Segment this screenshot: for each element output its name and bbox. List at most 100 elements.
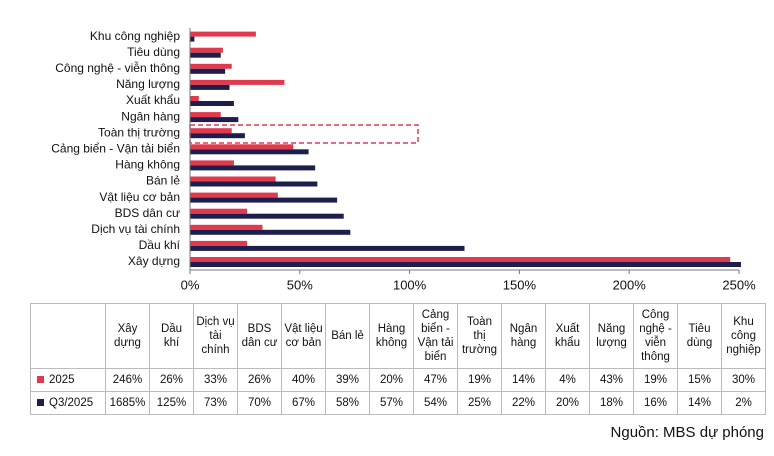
column-header: Cảng biển - Vận tải biển [413,303,458,369]
y-tick-label: Vật liệu cơ bản [99,190,180,204]
y-tick-label: Bán lẻ [146,174,180,188]
value-cell: 14% [677,391,722,415]
bar [190,31,256,37]
x-tick-label: 100% [393,277,427,292]
value-cell: 19% [633,368,678,392]
y-tick-label: Dầu khí [139,238,181,252]
y-tick-label: Khu công nghiệp [90,29,180,43]
value-cell: 1685% [105,391,150,415]
bar [190,262,741,267]
data-table: Xây dựng Dầu khí Dịch vụ tài chính BDS dân … [30,303,766,415]
value-cell: 26% [149,368,194,392]
bar [190,128,232,134]
column-header: Công nghệ - viễn thông [633,303,678,369]
bar [190,176,276,182]
y-tick-label: Xây dựng [128,254,180,268]
value-cell: 40% [281,368,326,392]
bar [190,160,234,166]
bar [190,240,248,246]
bar [190,36,195,42]
bar [190,149,309,155]
value-cell: 73% [193,391,238,415]
column-header: Xuất khẩu [545,303,590,369]
value-cell: 43% [589,368,634,392]
value-cell: 20% [545,391,590,415]
column-header: Dầu khí [149,303,194,369]
x-tick-label: 250% [722,277,756,292]
value-cell: 26% [237,368,282,392]
value-cell: 30% [721,368,766,392]
bar [190,47,223,53]
bar [190,117,239,123]
data-row: Q3/2025 1685% 125% 73% 70% 67% 58% 57% 54% 25% 22%… [30,391,766,415]
header-row: Xây dựng Dầu khí Dịch vụ tài chính BDS dân … [30,303,766,369]
value-cell: 18% [589,391,634,415]
x-tick-label: 150% [503,277,537,292]
column-header: Năng lượng [589,303,634,369]
bar [190,245,465,251]
y-tick-label: Xuất khẩu [126,93,180,107]
value-cell: 20% [369,368,414,392]
value-cell: 58% [325,391,370,415]
bar [190,84,230,90]
value-cell: 70% [237,391,282,415]
column-header: Khu công nghiệp [721,303,766,369]
y-tick-label: BDS dân cư [115,206,180,220]
chart: 0% 50% 100% 150% 200% 250% Xây dựng Dầu khí Dịch… [51,28,756,292]
bar [190,181,318,187]
value-cell: 39% [325,368,370,392]
row-header: Q3/2025 [30,391,106,415]
value-cell: 4% [545,368,590,392]
legend-label: Q3/2025 [49,397,94,409]
y-tick-label: Toàn thị trường [98,125,180,139]
x-tick-label: 0% [181,277,200,292]
bar [190,133,245,139]
column-header: Toàn thị trường [457,303,502,369]
value-cell: 14% [501,368,546,392]
legend-swatch [37,376,44,384]
value-cell: 246% [105,368,150,392]
column-header: Tiêu dùng [677,303,722,369]
bar [190,68,226,74]
row-header: 2025 [30,368,106,392]
value-cell: 67% [281,391,326,415]
column-header: Ngân hàng [501,303,546,369]
y-tick-label: Tiêu dùng [127,45,180,59]
bar [190,229,351,235]
value-cell: 125% [149,391,194,415]
y-tick-label: Hàng không [115,158,180,172]
y-tick-label: Cảng biển - Vận tải biển [51,141,180,155]
bar [190,257,731,262]
bar [190,208,248,214]
value-cell: 33% [193,368,238,392]
bar [190,224,263,230]
x-tick-label: 50% [287,277,313,292]
bar [190,101,234,106]
legend-swatch [37,399,44,407]
source-note: Nguồn: MBS dự phóng [610,424,764,441]
y-tick-label: Dịch vụ tài chính [91,222,180,236]
bar [190,192,278,198]
value-cell: 19% [457,368,502,392]
corner-cell [30,303,106,369]
bar [190,144,294,150]
value-cell: 54% [413,391,458,415]
bar [190,96,199,101]
column-header: Bán lẻ [325,303,370,369]
bar [190,63,232,69]
value-cell: 22% [501,391,546,415]
x-tick-label: 200% [613,277,647,292]
value-cell: 57% [369,391,414,415]
value-cell: 2% [721,391,766,415]
bar [190,52,221,58]
y-tick-label: Ngân hàng [121,109,180,123]
bar [190,112,221,118]
y-tick-label: Công nghệ - viễn thông [55,60,180,75]
y-tick-label: Năng lượng [116,77,180,91]
value-cell: 15% [677,368,722,392]
bar [190,79,285,85]
column-header: Hàng không [369,303,414,369]
bar [190,197,338,203]
bars [190,31,741,267]
